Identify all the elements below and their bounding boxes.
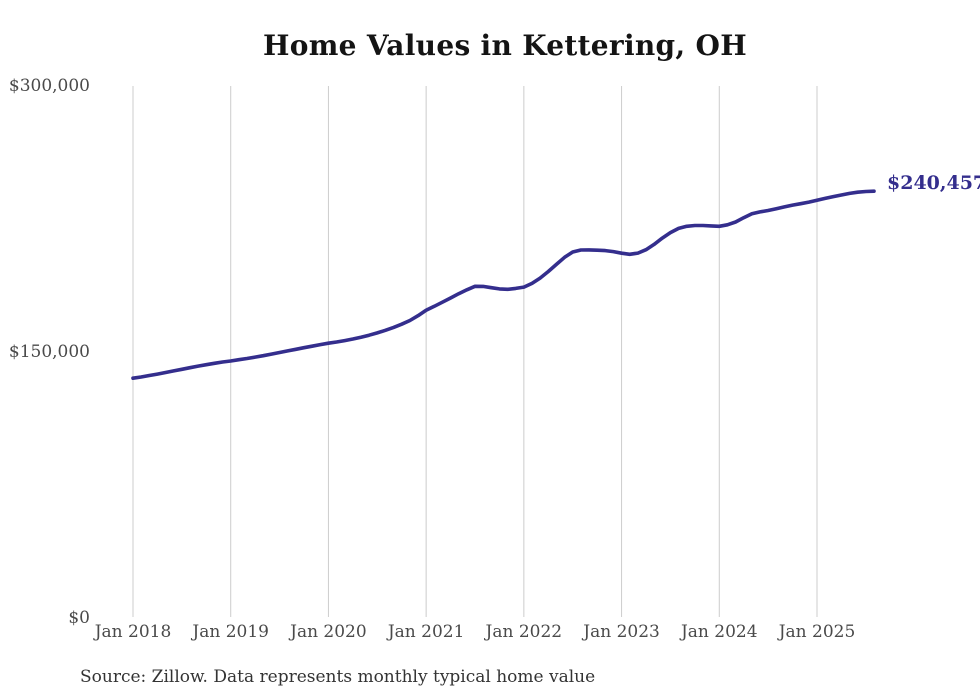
x-axis-tick-label: Jan 2019 <box>192 622 269 642</box>
x-axis-tick-label: Jan 2018 <box>94 622 172 642</box>
y-axis-tick-label: $300,000 <box>8 75 90 96</box>
x-axis-tick-label: Jan 2024 <box>680 622 758 642</box>
gridlines <box>132 86 818 617</box>
x-axis-tick-label: Jan 2025 <box>778 622 856 642</box>
chart-title: Home Values in Kettering, OH <box>263 29 747 62</box>
x-axis-tick-label: Jan 2023 <box>583 622 660 642</box>
y-axis-tick-label: $0 <box>68 608 90 628</box>
source-note: Source: Zillow. Data represents monthly … <box>80 667 596 687</box>
x-axis-tick-label: Jan 2022 <box>485 622 563 642</box>
x-axis-tick-label: Jan 2021 <box>387 622 465 642</box>
home-value-line <box>131 189 876 381</box>
y-axis-tick-label: $150,000 <box>8 341 90 362</box>
latest-value-label: $240,457 <box>887 172 980 195</box>
x-axis-tick-label: Jan 2020 <box>290 622 367 642</box>
